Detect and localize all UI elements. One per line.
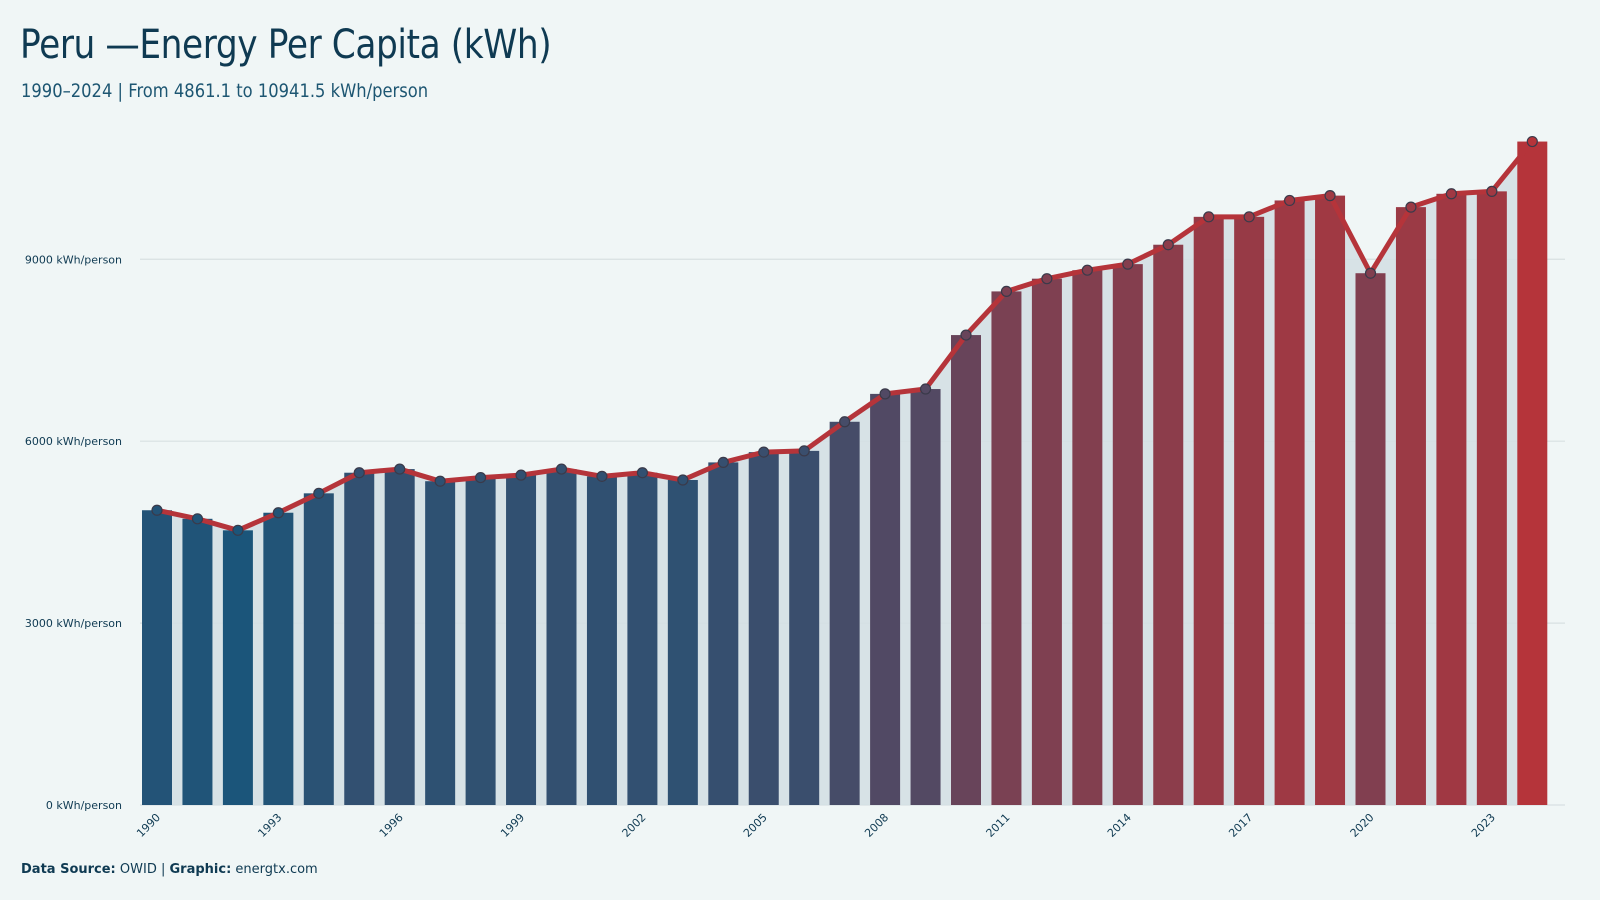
y-tick-label: 0 kWh/person: [46, 799, 122, 812]
point-2018: [1283, 194, 1296, 207]
point-2015: [1162, 239, 1174, 251]
bar-2019: [1315, 195, 1346, 805]
bar-1999: [506, 475, 537, 805]
bar-1990: [142, 510, 172, 805]
x-tick-label: 2017: [1226, 811, 1255, 840]
bar-2018: [1274, 200, 1305, 806]
point-2008: [879, 388, 891, 400]
x-tick-label: 2002: [620, 811, 649, 840]
bar-1995: [344, 472, 375, 805]
point-2012: [1041, 273, 1053, 285]
point-1993: [272, 507, 284, 519]
point-2007: [839, 416, 851, 428]
graphic-value[interactable]: energtx.com: [235, 862, 318, 877]
y-tick-label: 9000 kWh/person: [25, 253, 122, 266]
point-1999: [515, 469, 527, 481]
bar-2003: [667, 479, 698, 805]
bar-2005: [748, 452, 779, 805]
x-tick-label: 1996: [377, 811, 406, 840]
y-tick-label: 3000 kWh/person: [25, 617, 122, 630]
bar-2021: [1395, 207, 1426, 805]
bar-1991: [182, 518, 213, 805]
point-1997: [434, 475, 446, 487]
point-2003: [677, 474, 689, 486]
x-tick-label: 1990: [134, 811, 163, 840]
bar-2011: [991, 291, 1022, 805]
graphic-label: Graphic:: [169, 862, 232, 877]
point-1996: [394, 463, 406, 475]
bar-2012: [1031, 278, 1062, 805]
bar-2014: [1112, 264, 1143, 805]
point-2014: [1122, 258, 1134, 270]
bar-2020: [1355, 273, 1386, 805]
points-group: [151, 135, 1538, 536]
bar-2006: [789, 450, 820, 805]
point-2000: [555, 463, 568, 475]
bar-1998: [465, 477, 496, 805]
bar-2015: [1153, 244, 1184, 806]
point-1992: [232, 524, 244, 536]
point-2019: [1324, 190, 1336, 202]
point-2024: [1526, 135, 1538, 148]
bar-1993: [263, 512, 294, 805]
bar-2000: [546, 469, 577, 805]
bar-2016: [1193, 216, 1224, 805]
bar-1996: [384, 469, 415, 805]
x-tick-label: 2014: [1105, 811, 1134, 840]
x-tick-label: 2023: [1469, 811, 1498, 840]
point-2001: [596, 470, 608, 482]
point-2022: [1445, 188, 1458, 200]
bar-2022: [1436, 193, 1467, 805]
point-2011: [1000, 285, 1013, 298]
point-2010: [960, 329, 972, 341]
point-1991: [191, 513, 204, 525]
x-tick-label: 1993: [255, 811, 284, 840]
x-tick-label: 1999: [498, 811, 527, 840]
bar-2009: [910, 389, 941, 805]
point-1995: [353, 467, 365, 479]
x-tick-label: 2011: [984, 811, 1013, 840]
point-2016: [1203, 211, 1215, 223]
point-1998: [475, 471, 487, 484]
point-1994: [313, 487, 325, 499]
bar-2004: [708, 462, 739, 805]
bar-2013: [1072, 270, 1103, 806]
bar-2024: [1517, 141, 1548, 805]
y-tick-label: 6000 kWh/person: [25, 435, 122, 448]
x-tick-label: 2005: [741, 811, 770, 840]
bar-2017: [1234, 216, 1265, 805]
point-2009: [919, 383, 932, 395]
point-2006: [798, 445, 810, 457]
page-title: Peru —Energy Per Capita (kWh): [20, 22, 552, 68]
point-2017: [1243, 211, 1255, 223]
bars-group: [142, 141, 1548, 806]
point-2004: [717, 456, 729, 469]
x-axis: 1990 1993 1996 1999 2002 2005 2008 2011 2014 2017…: [134, 811, 1498, 840]
source-value: OWID |: [119, 862, 166, 877]
point-2021: [1405, 201, 1417, 213]
bar-2007: [829, 421, 860, 805]
bar-1994: [303, 493, 334, 805]
bar-1992: [222, 530, 253, 805]
bar-2008: [870, 393, 901, 805]
point-2020: [1364, 267, 1377, 279]
point-2002: [636, 467, 649, 479]
bar-1997: [425, 481, 456, 805]
x-tick-label: 2008: [862, 811, 891, 840]
bar-2002: [627, 472, 658, 805]
source-label: Data Source:: [21, 862, 116, 877]
page-subtitle: 1990–2024 | From 4861.1 to 10941.5 kWh/p…: [21, 80, 429, 102]
bar-2010: [951, 335, 981, 805]
point-1990: [151, 504, 163, 516]
point-2023: [1486, 185, 1498, 197]
x-tick-label: 2020: [1348, 811, 1377, 840]
point-2005: [758, 446, 770, 458]
bar-2023: [1476, 191, 1507, 806]
y-axis: 0 kWh/person 3000 kWh/person 6000 kWh/pers…: [25, 253, 122, 812]
point-2013: [1081, 264, 1093, 276]
bar-2001: [586, 476, 617, 805]
footer: Data Source: OWID | Graphic: energtx.com: [21, 862, 318, 877]
